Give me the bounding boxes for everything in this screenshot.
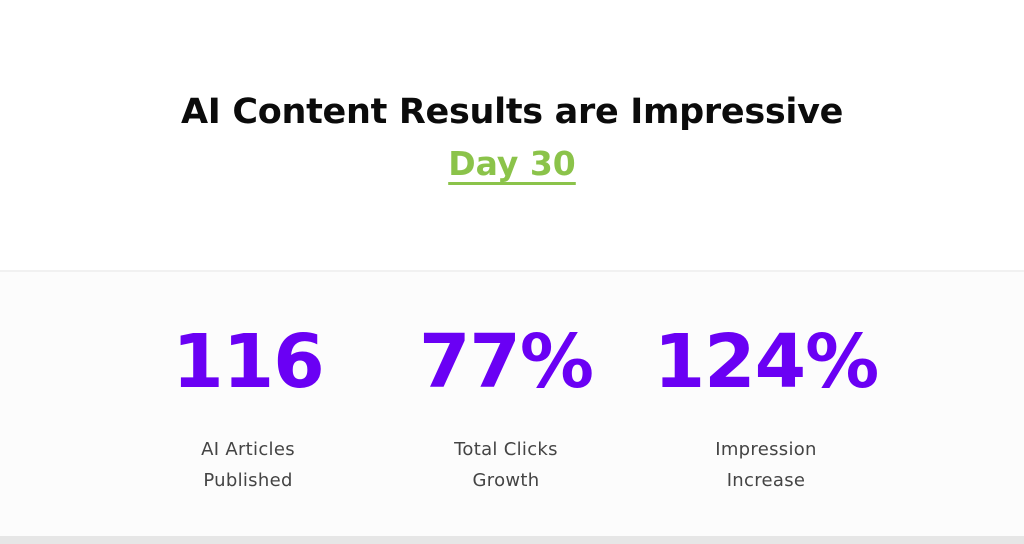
stat-value: 77% [418, 319, 594, 405]
stat-label: AI Articles Published [128, 434, 368, 496]
day-30-link[interactable]: Day 30 [448, 144, 576, 183]
stat-label: Total Clicks Growth [386, 434, 626, 496]
stat-impression-increase: 124% Impression Increase [646, 318, 886, 496]
page-title: AI Content Results are Impressive [180, 92, 844, 132]
stat-clicks-growth: 77% Total Clicks Growth [386, 318, 626, 496]
stat-label-line: Increase [726, 470, 806, 491]
stat-label-line: Impression [715, 439, 817, 460]
stat-label: Impression Increase [646, 434, 886, 496]
stat-value: 124% [653, 319, 880, 405]
stat-label-line: Growth [472, 470, 540, 491]
stat-value: 116 [172, 319, 324, 405]
stats-section: 116 AI Articles Published 77% Total Clic… [0, 272, 1024, 536]
bottom-border [0, 536, 1024, 544]
stat-label-line: AI Articles [201, 439, 295, 460]
section-divider [0, 270, 1024, 272]
header-section: AI Content Results are Impressive Day 30 [0, 0, 1024, 270]
day-30-link-container: Day 30 [0, 144, 1024, 183]
stat-articles-published: 116 AI Articles Published [128, 318, 368, 496]
stat-label-line: Published [203, 470, 293, 491]
stat-label-line: Total Clicks [454, 439, 558, 460]
